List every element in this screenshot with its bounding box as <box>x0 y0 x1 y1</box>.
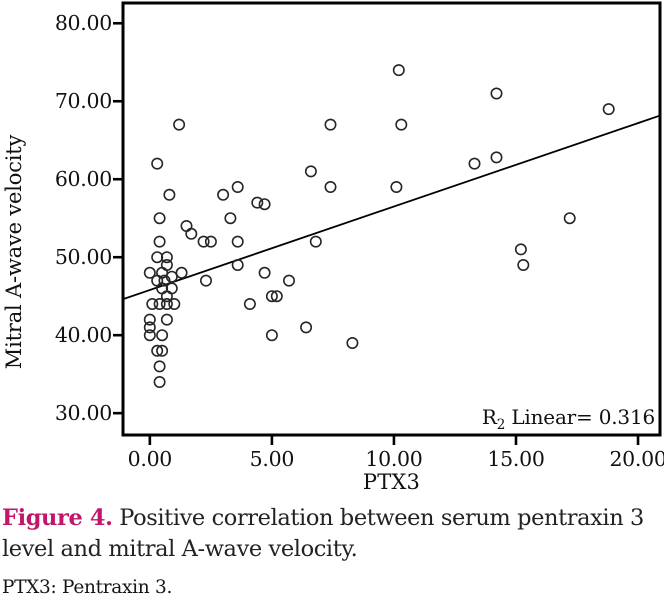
data-point <box>265 329 278 342</box>
data-point <box>346 336 359 349</box>
data-point <box>153 297 166 310</box>
x-tick-label: 10.00 <box>365 447 423 471</box>
data-point <box>490 87 503 100</box>
data-point <box>602 103 615 116</box>
data-point <box>151 157 164 170</box>
data-point <box>309 235 322 248</box>
figure-caption: Figure 4. Positive correlation between s… <box>2 503 646 564</box>
data-point <box>300 321 313 334</box>
scatter-chart: Mitral A-wave velocity PTX3 R2 Linear= 0… <box>2 1 664 494</box>
data-point <box>390 181 403 194</box>
y-tick-label: 30.00 <box>54 401 112 426</box>
data-point <box>153 212 166 225</box>
data-point <box>282 274 295 287</box>
data-point <box>270 290 283 303</box>
plot-border <box>121 1 662 437</box>
data-point <box>324 118 337 131</box>
data-point <box>324 181 337 194</box>
data-point <box>197 235 210 248</box>
data-point <box>395 118 408 131</box>
caption-label: Figure 4. <box>2 505 113 531</box>
data-point <box>231 181 244 194</box>
data-point <box>160 297 173 310</box>
data-point <box>231 258 244 271</box>
r2-value-text: Linear= 0.316 <box>505 405 655 429</box>
data-point <box>258 266 271 279</box>
data-point <box>217 188 230 201</box>
data-point <box>158 274 171 287</box>
data-point <box>143 321 156 334</box>
caption-text: Positive correlation between serum pentr… <box>2 505 644 562</box>
regression-line <box>122 114 661 300</box>
data-point <box>258 198 271 211</box>
data-point <box>153 375 166 388</box>
y-tick-label: 80.00 <box>54 11 112 36</box>
data-point <box>163 188 176 201</box>
data-point <box>153 360 166 373</box>
x-axis-label: PTX3 <box>362 470 421 494</box>
data-point <box>251 196 264 209</box>
data-point <box>168 297 181 310</box>
figure-footnote: PTX3: Pentraxin 3. <box>2 577 173 598</box>
y-tick-label: 70.00 <box>54 89 112 114</box>
x-tick-label: 20.00 <box>609 447 664 471</box>
data-point <box>146 297 159 310</box>
data-point <box>156 329 169 342</box>
data-point <box>151 251 164 264</box>
data-point <box>514 243 527 256</box>
data-point <box>175 266 188 279</box>
r2-annotation: R2 Linear= 0.316 <box>482 405 655 433</box>
data-point <box>153 235 166 248</box>
data-point <box>517 258 530 271</box>
data-point <box>143 266 156 279</box>
data-point <box>224 212 237 225</box>
data-point <box>304 165 317 178</box>
data-point <box>468 157 481 170</box>
data-point <box>392 64 405 77</box>
x-tick-label: 15.00 <box>487 447 545 471</box>
y-tick-label: 60.00 <box>54 167 112 192</box>
data-point <box>143 313 156 326</box>
data-point <box>143 329 156 342</box>
data-point <box>160 290 173 303</box>
data-point <box>160 258 173 271</box>
data-point <box>160 251 173 264</box>
x-tick-label: 0.00 <box>127 447 173 471</box>
plot-canvas <box>113 1 662 445</box>
data-point <box>180 220 193 233</box>
y-tick-label: 40.00 <box>54 323 112 348</box>
data-point <box>490 151 503 164</box>
data-point <box>243 297 256 310</box>
x-tick-label: 5.00 <box>249 447 295 471</box>
data-point <box>173 118 186 131</box>
data-point <box>200 274 213 287</box>
y-tick-label: 50.00 <box>54 245 112 270</box>
data-point <box>160 313 173 326</box>
r2-prefix: R <box>481 405 497 429</box>
data-point <box>151 344 164 357</box>
data-point <box>165 282 178 295</box>
data-point <box>265 290 278 303</box>
data-point <box>185 227 198 240</box>
data-point <box>563 212 576 225</box>
data-point <box>204 235 217 248</box>
data-point <box>231 235 244 248</box>
r2-subscript: 2 <box>496 417 506 433</box>
data-point <box>156 344 169 357</box>
